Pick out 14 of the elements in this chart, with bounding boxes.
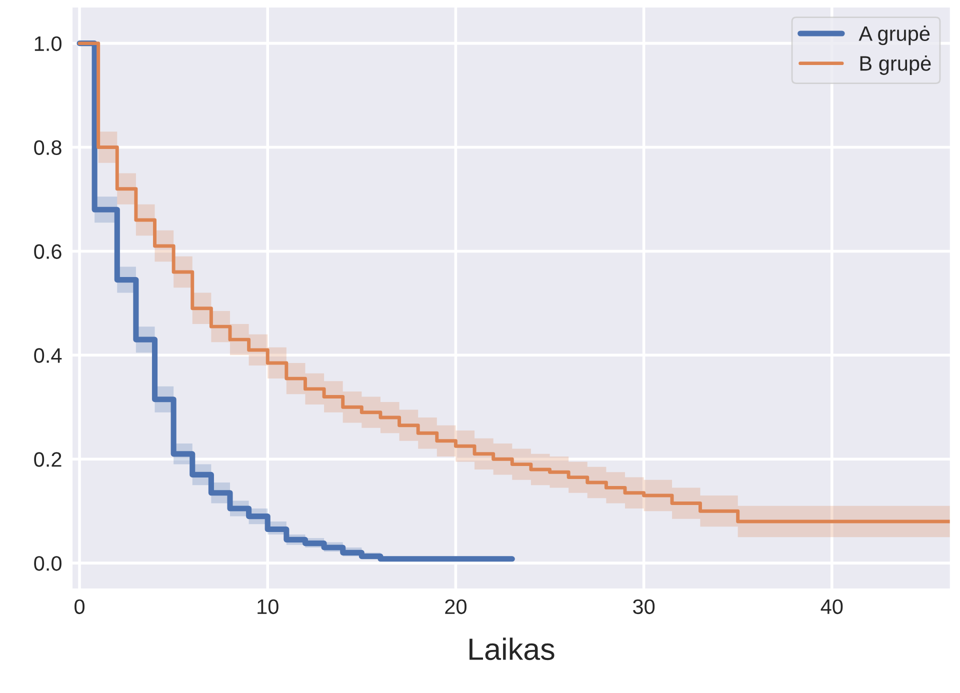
x-axis-title: Laikas — [470, 638, 554, 660]
y-tick-label: 0.0 — [34, 556, 62, 571]
x-tick-label: 30 — [633, 599, 655, 614]
legend-label: A grupė — [858, 26, 930, 46]
legend-label: B grupė — [860, 56, 931, 75]
x-tick-label: 40 — [820, 599, 843, 614]
y-tick-label: 0.2 — [34, 452, 62, 467]
y-tick-label: 1.0 — [34, 36, 62, 52]
y-tick-label: 0.6 — [34, 244, 62, 259]
y-tick-label: 0.8 — [34, 140, 62, 156]
y-tick-label: 0.4 — [34, 348, 62, 363]
x-tick-label: 10 — [258, 599, 278, 614]
x-tick-label: 0 — [74, 599, 85, 614]
x-tick-label: 20 — [445, 599, 466, 614]
